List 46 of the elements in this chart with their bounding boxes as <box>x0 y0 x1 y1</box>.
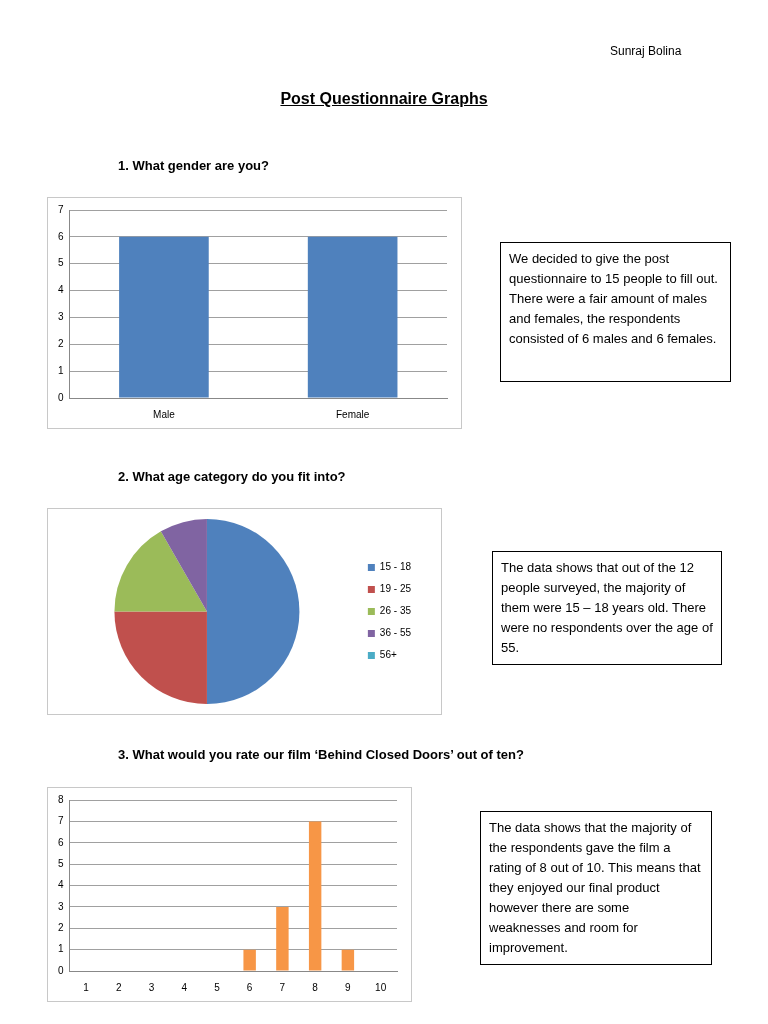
x-tick-label: 4 <box>181 981 188 993</box>
x-tick-label: 5 <box>214 981 221 993</box>
x-tick-label: 6 <box>246 981 253 993</box>
text: Post Questionnaire Graphs <box>279 90 489 108</box>
y-tick-label: 2 <box>58 338 64 350</box>
y-tick-label: 4 <box>58 879 64 891</box>
y-tick-label: 2 <box>58 922 64 933</box>
y-tick-label: 7 <box>58 203 64 215</box>
y-tick-label: 0 <box>58 391 64 403</box>
bar <box>243 949 256 971</box>
legend-label: 36 - 55 <box>379 627 412 639</box>
x-tick-label: 8 <box>312 981 319 993</box>
bar <box>276 906 289 971</box>
x-tick-label: 2 <box>115 981 122 993</box>
y-tick-label: 1 <box>58 364 64 376</box>
y-tick-label: 0 <box>58 964 64 976</box>
y-tick-label: 6 <box>58 230 64 242</box>
x-tick-label: 1 <box>83 981 90 993</box>
y-tick-label: 5 <box>58 257 64 269</box>
text: We decided to give the post questionnaire to 15 people to fill out. There were a fair amount of males and females, the respondents consisted of 6 males and 6 females. <box>500 242 731 382</box>
text: Sunraj Bolina <box>610 44 682 58</box>
y-tick-label: 7 <box>58 815 64 827</box>
legend-label: 26 - 35 <box>379 605 412 617</box>
bar <box>341 949 355 971</box>
y-tick-label: 3 <box>58 900 64 912</box>
x-tick-label: Female <box>335 408 370 420</box>
y-tick-label: 3 <box>58 311 64 323</box>
x-tick-label: 7 <box>279 981 286 993</box>
x-tick-label: 10 <box>375 981 387 993</box>
y-tick-label: 8 <box>58 793 64 805</box>
y-tick-label: 6 <box>58 836 64 848</box>
y-tick-label: 1 <box>58 943 64 955</box>
text: The data shows that the majority of the respondents gave the film a rating of 8 out of 10. This means that they enjoyed our final product however there are some weaknesses and room for improvement. <box>480 811 712 965</box>
y-tick-label: 4 <box>58 284 64 296</box>
bar <box>308 821 322 971</box>
chart-title: 3. What would you rate our film ‘Behind Closed Doors’ out of ten? <box>118 747 524 762</box>
x-tick-label: 3 <box>148 981 155 993</box>
legend-label: 56+ <box>379 649 397 661</box>
text: The data shows that out of the 12 people surveyed, the majority of them were 15 – 18 years old. There were no respondents over the age of 55. <box>492 551 722 665</box>
x-tick-label: 9 <box>345 981 352 993</box>
chart-title: 1. What gender are you? <box>118 158 269 173</box>
legend-label: 15 - 18 <box>379 561 412 573</box>
y-tick-label: 5 <box>58 857 64 869</box>
legend-label: 19 - 25 <box>379 583 412 595</box>
x-tick-label: Male <box>153 408 176 420</box>
chart-title: 2. What age category do you fit into? <box>118 469 346 484</box>
